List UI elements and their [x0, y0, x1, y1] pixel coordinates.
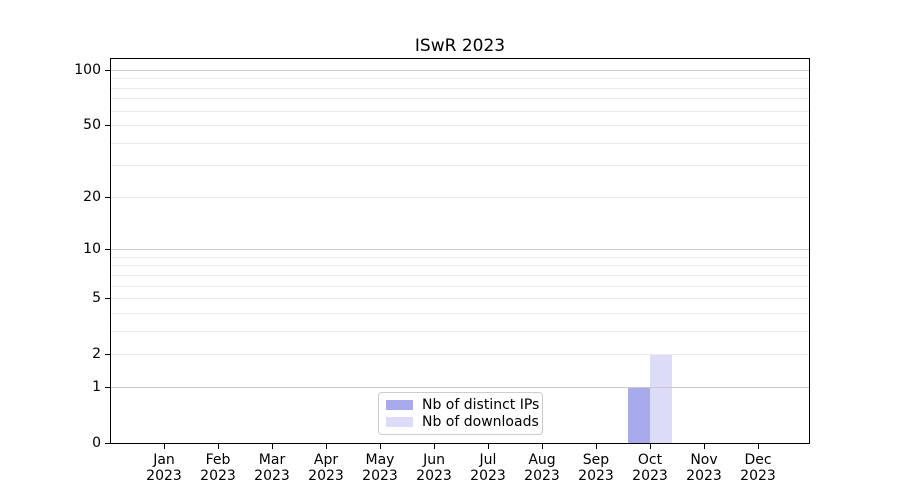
x-tick-label: Dec 2023	[740, 452, 776, 484]
y-tick-label: 0	[92, 435, 101, 451]
x-tick-mark	[218, 444, 219, 449]
x-tick-mark	[164, 444, 165, 449]
x-tick-mark	[326, 444, 327, 449]
x-tick-mark	[650, 444, 651, 449]
x-tick-mark	[434, 444, 435, 449]
major-gridline	[111, 70, 809, 71]
minor-gridline	[111, 111, 809, 112]
legend-label-distinct-ips: Nb of distinct IPs	[422, 397, 540, 414]
major-gridline	[111, 249, 809, 250]
x-tick-label: Mar 2023	[254, 452, 290, 484]
x-tick-label: May 2023	[362, 452, 398, 484]
x-tick-label: Feb 2023	[200, 452, 236, 484]
minor-gridline	[111, 143, 809, 144]
x-tick-label: Jul 2023	[470, 452, 506, 484]
x-tick-label: Jun 2023	[416, 452, 452, 484]
y-tick-mark	[105, 197, 110, 198]
y-tick-label: 1	[92, 379, 101, 395]
y-tick-label: 20	[83, 189, 101, 205]
minor-gridline	[111, 197, 809, 198]
chart-title: ISwR 2023	[414, 36, 506, 56]
minor-gridline	[111, 313, 809, 314]
y-tick-label: 10	[83, 241, 101, 257]
minor-gridline	[111, 125, 809, 126]
x-tick-label: Apr 2023	[308, 452, 344, 484]
y-tick-label: 50	[83, 117, 101, 133]
minor-gridline	[111, 275, 809, 276]
legend-label-downloads: Nb of downloads	[422, 413, 539, 430]
minor-gridline	[111, 331, 809, 332]
y-tick-label: 100	[74, 62, 101, 78]
minor-gridline	[111, 286, 809, 287]
y-tick-mark	[105, 387, 110, 388]
plot-inner: Nb of distinct IPs Nb of downloads	[111, 59, 809, 443]
legend-item-downloads: Nb of downloads	[386, 414, 539, 431]
legend: Nb of distinct IPs Nb of downloads	[378, 392, 543, 435]
minor-gridline	[111, 88, 809, 89]
y-tick-label: 2	[92, 346, 101, 362]
x-tick-mark	[272, 444, 273, 449]
legend-swatch-distinct-ips-icon	[386, 400, 413, 411]
legend-item-distinct-ips: Nb of distinct IPs	[386, 397, 539, 414]
major-gridline	[111, 387, 809, 388]
y-tick-mark	[105, 70, 110, 71]
y-tick-mark	[105, 249, 110, 250]
legend-swatch-downloads-icon	[386, 416, 413, 427]
y-tick-mark	[105, 125, 110, 126]
y-tick-mark	[105, 443, 110, 444]
minor-gridline	[111, 98, 809, 99]
x-tick-mark	[380, 444, 381, 449]
minor-gridline	[111, 354, 809, 355]
x-tick-label: Aug 2023	[524, 452, 560, 484]
x-tick-mark	[542, 444, 543, 449]
x-tick-label: Sep 2023	[578, 452, 614, 484]
y-tick-mark	[105, 298, 110, 299]
x-tick-label: Oct 2023	[632, 452, 668, 484]
minor-gridline	[111, 265, 809, 266]
y-tick-mark	[105, 354, 110, 355]
x-tick-mark	[488, 444, 489, 449]
plot-area: Nb of distinct IPs Nb of downloads	[110, 58, 810, 444]
y-tick-label: 5	[92, 290, 101, 306]
bar-distinct-ips	[628, 386, 650, 443]
x-tick-mark	[704, 444, 705, 449]
x-tick-mark	[596, 444, 597, 449]
minor-gridline	[111, 165, 809, 166]
minor-gridline	[111, 78, 809, 79]
x-tick-label: Jan 2023	[146, 452, 182, 484]
x-tick-label: Nov 2023	[686, 452, 722, 484]
minor-gridline	[111, 257, 809, 258]
bar-downloads	[650, 354, 672, 443]
x-tick-mark	[758, 444, 759, 449]
minor-gridline	[111, 298, 809, 299]
